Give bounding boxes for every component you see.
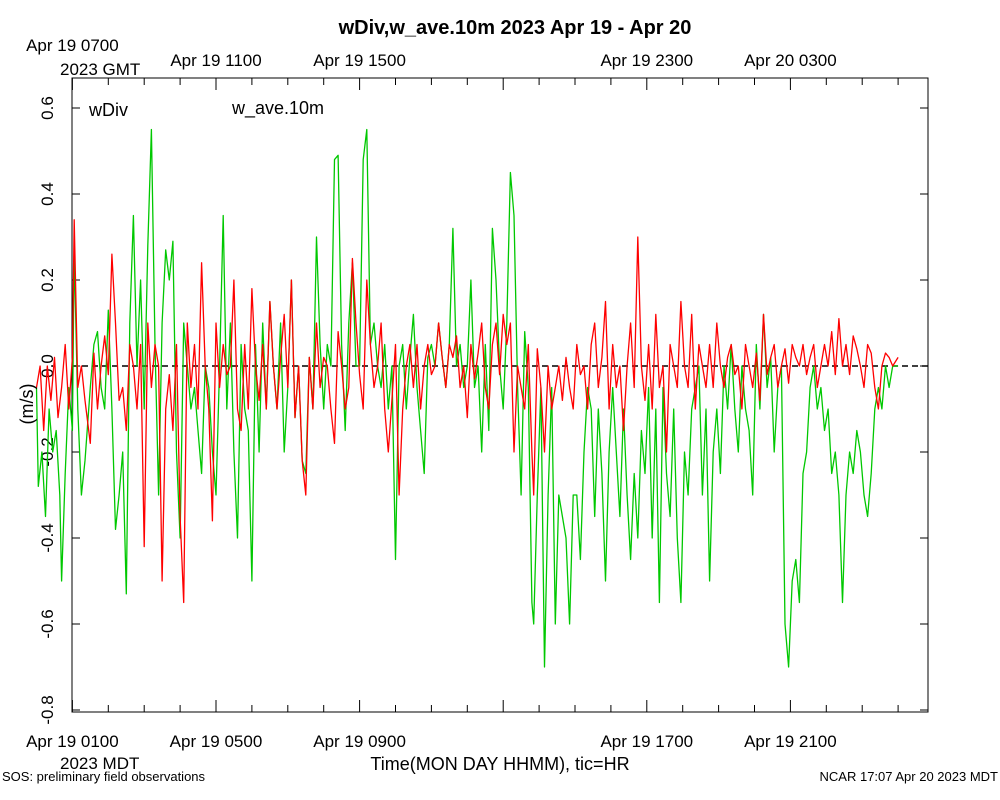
x-tick-label-top: Apr 19 1500 [313, 51, 406, 70]
y-tick-label: -0.4 [38, 523, 57, 552]
x-tick-label-bottom: Apr 19 0900 [313, 732, 406, 751]
y-tick-label: 0.4 [38, 182, 57, 206]
series-line-wdiv [35, 219, 899, 604]
x-axis-label: Time(MON DAY HHMM), tic=HR [370, 754, 629, 774]
x-axis: Apr 19 0100 Apr 19 0500 Apr 19 0900 Apr 19 … [26, 36, 899, 751]
x-tick-label-top: Apr 20 0300 [744, 51, 837, 70]
x-tick-label-top: Apr 19 0700 [26, 36, 119, 55]
x-tick-label-bottom: Apr 19 0100 [26, 732, 119, 751]
series-layer [35, 128, 899, 668]
y-tick-label: -0.8 [38, 695, 57, 724]
plot-frame [71, 77, 929, 713]
x-tick-label-top: Apr 19 2300 [600, 51, 693, 70]
top-axis-timezone: 2023 GMT [60, 60, 140, 79]
series-line-w-ave-10m [35, 128, 899, 668]
y-tick-label: 0.6 [38, 96, 57, 120]
footer-left-note: SOS: preliminary field observations [2, 769, 206, 784]
chart-title: wDiv,w_ave.10m 2023 Apr 19 - Apr 20 [338, 17, 692, 39]
x-tick-label-bottom: Apr 19 1700 [600, 732, 693, 751]
y-tick-label: 0.2 [38, 268, 57, 292]
y-tick-label: -0.6 [38, 609, 57, 638]
x-tick-label-bottom: Apr 19 0500 [170, 732, 263, 751]
y-axis-label: (m/s) [17, 384, 37, 425]
x-tick-label-bottom: Apr 19 2100 [744, 732, 837, 751]
bottom-axis-timezone: 2023 MDT [60, 754, 139, 773]
legend-entry-w-ave-10m: w_ave.10m [231, 98, 324, 119]
legend-entry-wdiv: wDiv [88, 100, 128, 120]
footer-right-note: NCAR 17:07 Apr 20 2023 MDT [820, 769, 999, 784]
x-tick-label-top: Apr 19 1100 [170, 51, 261, 70]
